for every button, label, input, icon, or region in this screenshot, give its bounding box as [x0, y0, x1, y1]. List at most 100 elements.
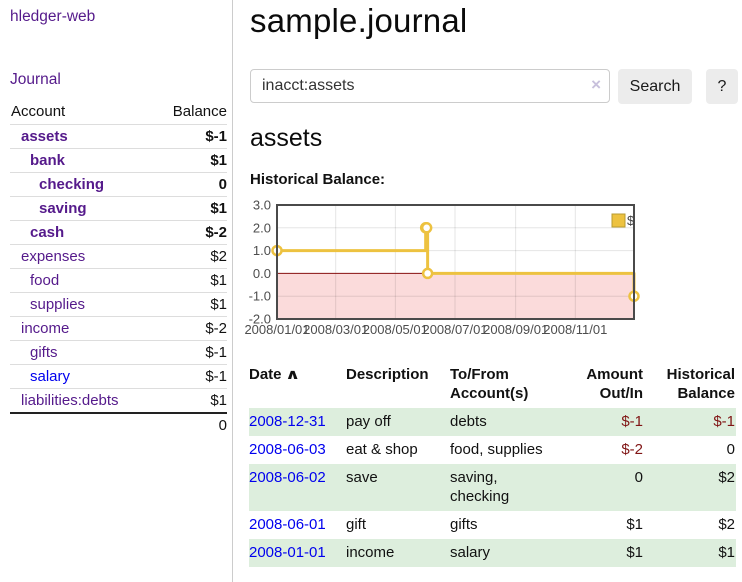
- amount-cell: $1: [626, 516, 643, 533]
- amount-cell: 0: [562, 464, 644, 511]
- search-bar: × Search ?: [250, 69, 742, 104]
- table-row: 2008-12-31 pay off debts $-1 $-1: [249, 408, 736, 436]
- historical-balance-chart: $3.0 2.0 1.0 0.0 -1.0 -2.0 2008/01/01 2008/03/0…: [240, 197, 652, 343]
- account-link-salary[interactable]: salary: [30, 368, 71, 385]
- account-link-food[interactable]: food: [30, 272, 60, 289]
- sidebar: hledger-web Journal Account Balance asse…: [0, 0, 233, 582]
- account-link-gifts[interactable]: gifts: [30, 344, 58, 361]
- account-row-bank: bank $1: [10, 148, 227, 172]
- account-link-supplies[interactable]: supplies: [30, 296, 86, 313]
- amount-column-header: Amount Out/In: [586, 366, 643, 402]
- account-link-liabilities-debts[interactable]: liabilities:debts: [21, 392, 119, 409]
- account-heading: assets: [250, 124, 323, 152]
- account-row-expenses: expenses $2: [10, 244, 227, 268]
- balance-cell: $-1: [644, 408, 736, 436]
- balance-column-header: Balance: [172, 103, 227, 120]
- account-link-assets[interactable]: assets: [21, 128, 68, 145]
- description-cell: pay off: [346, 408, 450, 436]
- amount-cell: $-1: [562, 408, 644, 436]
- accounts-cell: food, supplies: [450, 441, 543, 458]
- svg-text:1.0: 1.0: [253, 243, 271, 258]
- account-row-cash: cash $-2: [10, 220, 227, 244]
- svg-text:2.0: 2.0: [253, 220, 271, 235]
- account-column-header: To/From Account(s): [450, 366, 529, 402]
- transaction-date-link[interactable]: 2008-01-01: [249, 544, 326, 561]
- account-row-saving: saving $1: [10, 196, 227, 220]
- svg-text:$: $: [627, 213, 635, 228]
- balance-column-header: Historical Balance: [666, 366, 735, 402]
- description-column-header: Description: [346, 366, 429, 383]
- account-tree-table: Account Balance assets $-1 bank $1 check…: [10, 100, 227, 437]
- table-row: 2008-06-01 gift gifts $1 $2: [249, 511, 736, 539]
- account-link-cash[interactable]: cash: [30, 224, 65, 241]
- accounts-cell: debts: [450, 408, 562, 436]
- table-row: 2008-06-02 save saving, checking 0 $2: [249, 464, 736, 511]
- account-link-saving[interactable]: saving: [39, 200, 87, 217]
- svg-text:2008/03/01: 2008/03/01: [303, 322, 368, 337]
- balance-cell: $2: [644, 464, 736, 511]
- svg-text:2008/09/01: 2008/09/01: [483, 322, 548, 337]
- account-row-checking: checking 0: [10, 172, 227, 196]
- app-brand-link[interactable]: hledger-web: [10, 8, 96, 25]
- account-balance: $-1: [205, 128, 227, 145]
- svg-text:2008/07/01: 2008/07/01: [422, 322, 487, 337]
- account-link-bank[interactable]: bank: [30, 152, 66, 169]
- account-balance: $-1: [205, 368, 227, 385]
- page-title: sample.journal: [250, 2, 468, 39]
- register-table: Date ∧ Description To/From Account(s) Amo…: [249, 362, 736, 567]
- account-balance: $-2: [205, 224, 227, 241]
- account-balance: $-1: [205, 344, 227, 361]
- account-row-liabilities-debts: liabilities:debts $1: [10, 388, 227, 412]
- description-cell: eat & shop: [346, 441, 418, 458]
- svg-text:-2.0: -2.0: [249, 312, 271, 327]
- account-row-food: food $1: [10, 268, 227, 292]
- description-cell: income: [346, 539, 450, 567]
- balance-cell: $2: [718, 516, 735, 533]
- account-balance: 0: [218, 176, 227, 193]
- svg-text:2008/05/01: 2008/05/01: [363, 322, 428, 337]
- register-header-row: Date ∧ Description To/From Account(s) Amo…: [249, 362, 736, 408]
- account-link-checking[interactable]: checking: [39, 176, 105, 193]
- transaction-date-link[interactable]: 2008-06-02: [249, 469, 326, 486]
- svg-text:-1.0: -1.0: [249, 289, 271, 304]
- svg-text:0.0: 0.0: [253, 266, 271, 281]
- account-table-header: Account Balance: [10, 100, 227, 124]
- chart-title: Historical Balance:: [250, 171, 386, 188]
- description-cell: save: [346, 464, 450, 511]
- sidebar-item-journal[interactable]: Journal: [10, 71, 61, 88]
- account-row-gifts: gifts $-1: [10, 340, 227, 364]
- account-balance: $1: [210, 200, 227, 217]
- accounts-cell: gifts: [450, 516, 478, 533]
- account-total-row: 0: [10, 412, 227, 437]
- account-balance: $1: [210, 272, 227, 289]
- account-link-expenses[interactable]: expenses: [21, 248, 86, 265]
- transaction-date-link[interactable]: 2008-12-31: [249, 413, 326, 430]
- search-button[interactable]: Search: [618, 69, 692, 104]
- transaction-date-link[interactable]: 2008-06-03: [249, 441, 326, 458]
- amount-cell: $1: [562, 539, 644, 567]
- account-balance: $2: [210, 248, 227, 265]
- transaction-date-link[interactable]: 2008-06-01: [249, 516, 326, 533]
- chart-canvas: $3.0 2.0 1.0 0.0 -1.0 -2.02008/01/012008/03/0…: [244, 198, 640, 337]
- amount-cell: $-2: [621, 441, 643, 458]
- account-total-balance: 0: [218, 417, 227, 434]
- accounts-cell: saving, checking: [450, 464, 562, 511]
- table-row: 2008-06-03 eat & shop food, supplies $-2…: [249, 436, 736, 464]
- svg-text:3.0: 3.0: [253, 198, 271, 213]
- account-balance: $-2: [205, 320, 227, 337]
- description-cell: gift: [346, 516, 367, 533]
- date-column-header[interactable]: Date ∧: [249, 366, 300, 383]
- table-row: 2008-01-01 income salary $1 $1: [249, 539, 736, 567]
- help-button[interactable]: ?: [706, 69, 738, 104]
- balance-cell: $1: [644, 539, 736, 567]
- account-link-income[interactable]: income: [21, 320, 70, 337]
- svg-text:2008/11/01: 2008/11/01: [543, 322, 607, 337]
- balance-cell: 0: [726, 441, 735, 458]
- account-balance: $1: [210, 392, 227, 409]
- search-input[interactable]: [250, 69, 610, 103]
- account-balance: $1: [210, 152, 227, 169]
- account-row-supplies: supplies $1: [10, 292, 227, 316]
- sort-ascending-icon: ∧: [284, 366, 300, 382]
- clear-search-icon[interactable]: ×: [591, 75, 601, 94]
- accounts-cell: salary: [450, 539, 562, 567]
